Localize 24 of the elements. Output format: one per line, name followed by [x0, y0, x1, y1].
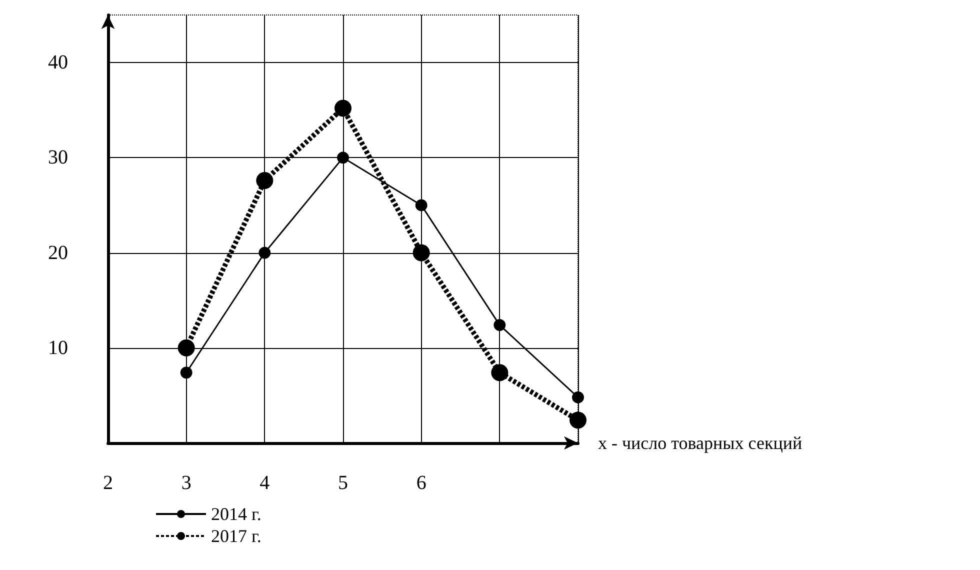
- point: [258, 246, 271, 259]
- point: [570, 412, 586, 429]
- point: [180, 366, 192, 379]
- legend-label: 2014 г.: [211, 504, 262, 524]
- x-tick-label: 4: [260, 472, 270, 494]
- point: [337, 152, 349, 164]
- point: [572, 391, 584, 404]
- legend-label: 2017 г.: [211, 526, 262, 546]
- y-tick-label: 40: [48, 52, 68, 74]
- x-tick-label: 5: [338, 472, 348, 494]
- point: [334, 100, 352, 117]
- x-axis-title: x - число товарных секций: [598, 433, 802, 453]
- point: [178, 339, 195, 356]
- y-tick-label: 20: [48, 242, 68, 264]
- point: [256, 172, 274, 189]
- y-tick-label: 30: [48, 146, 68, 169]
- point: [412, 244, 430, 262]
- x-tick-label: 3: [181, 472, 192, 494]
- y-tick-label: 10: [48, 336, 68, 359]
- point: [415, 199, 428, 212]
- point: [494, 319, 506, 332]
- point: [491, 364, 508, 382]
- x-tick-label: 2: [103, 472, 113, 494]
- x-tick-label: 6: [416, 472, 426, 494]
